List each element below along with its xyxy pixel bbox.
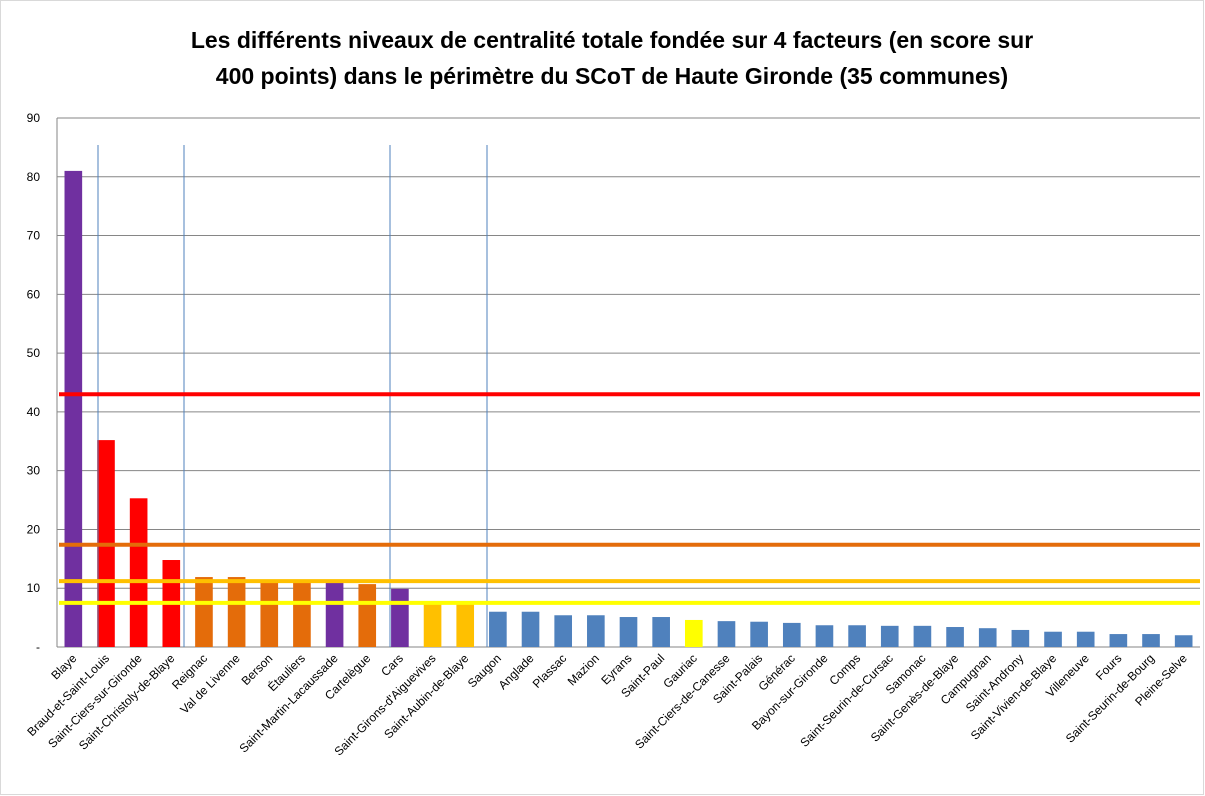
bar: [1109, 634, 1128, 647]
y-tick-label: 50: [27, 346, 41, 360]
bar: [521, 611, 540, 647]
bar: [946, 627, 964, 647]
bar: [129, 498, 148, 647]
y-tick-label: 40: [27, 405, 41, 419]
bar: [750, 621, 768, 647]
bar: [260, 579, 279, 647]
bar: [391, 588, 409, 647]
y-tick-label: 30: [27, 464, 41, 478]
bar: [227, 577, 246, 647]
bar: [848, 625, 866, 647]
bar: [684, 619, 703, 647]
bar: [1011, 629, 1030, 647]
bar: [293, 579, 311, 647]
y-tick-label: 10: [27, 581, 41, 595]
bar: [782, 622, 801, 647]
bar: [880, 625, 899, 647]
bar: [1044, 631, 1062, 647]
chart-title: 400 points) dans le périmètre du SCoT de…: [216, 63, 1008, 89]
y-tick-label: 60: [27, 287, 41, 301]
chart-title: Les différents niveaux de centralité tot…: [191, 27, 1033, 53]
bar: [815, 625, 834, 647]
bar: [587, 615, 605, 647]
bars: [64, 170, 1193, 647]
bar: [489, 611, 507, 647]
y-tick-label: 20: [27, 522, 41, 536]
bar: [978, 628, 997, 647]
bar: [358, 584, 377, 647]
bar: [913, 625, 932, 647]
bar: [652, 617, 670, 647]
grid: [56, 117, 1200, 648]
bar: [456, 601, 475, 647]
y-tick-label: 90: [27, 111, 41, 125]
bar: [554, 615, 573, 647]
bar: [1076, 631, 1095, 647]
bar: [717, 621, 736, 647]
bar: [1174, 635, 1193, 647]
y-tick-label: 80: [27, 170, 41, 184]
bar: [619, 617, 638, 647]
bar: [325, 582, 344, 647]
bar: [1142, 634, 1160, 647]
bar: [195, 577, 213, 647]
y-tick-label: -: [36, 640, 40, 654]
bar: [64, 170, 83, 647]
bar: [423, 601, 442, 647]
reference-lines: [59, 392, 1200, 605]
y-tick-label: 70: [27, 229, 41, 243]
